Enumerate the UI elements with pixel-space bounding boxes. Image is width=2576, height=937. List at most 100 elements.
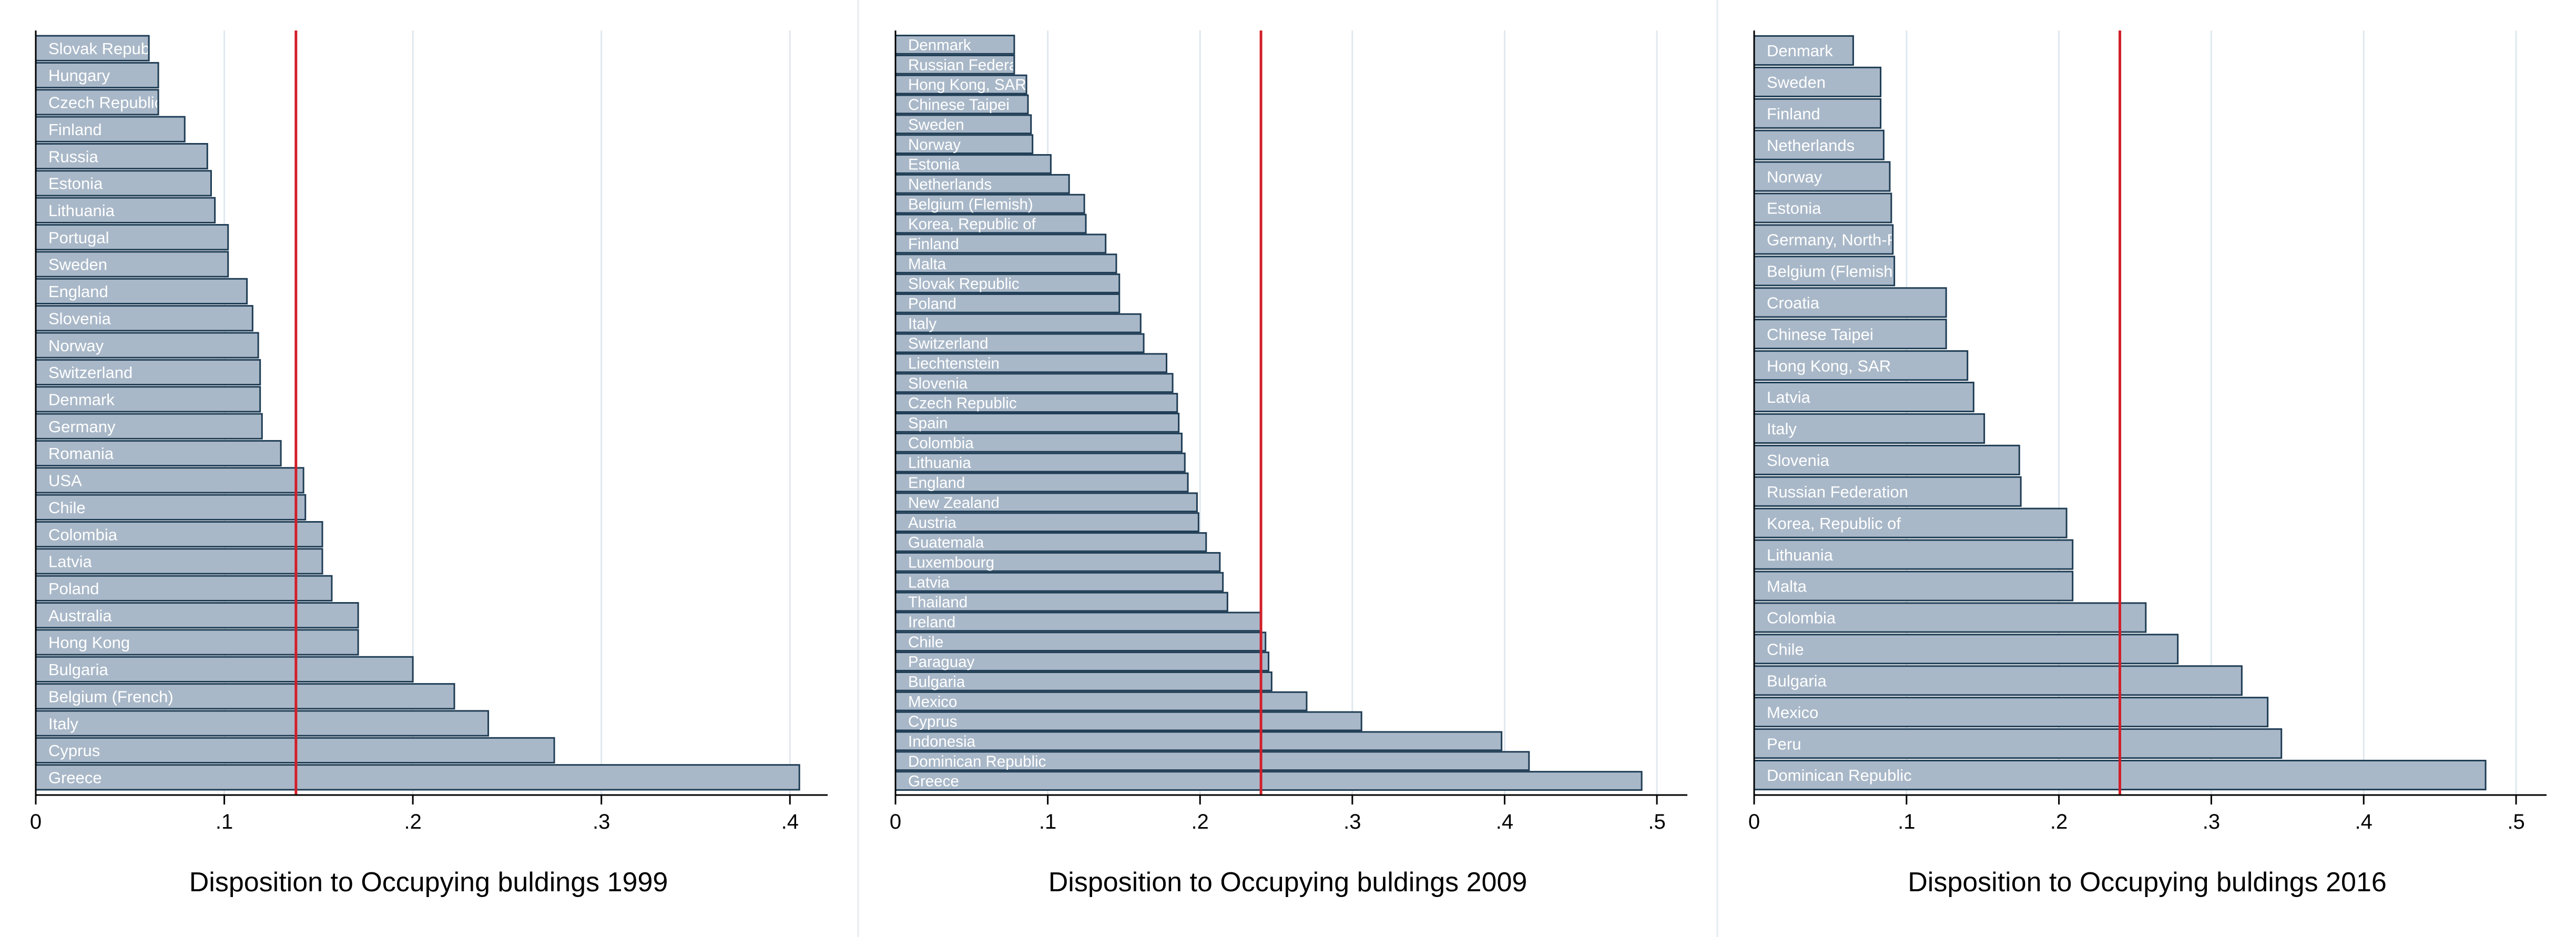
bar-label-italy: Italy <box>1767 420 1797 438</box>
bar-label-hungary: Hungary <box>48 66 110 85</box>
bar-label-czech-republic: Czech Republic <box>908 395 1017 412</box>
bar-label-dominican-republic: Dominican Republic <box>1767 766 1912 785</box>
bar-portugal <box>35 224 229 251</box>
bar-label-mexico: Mexico <box>908 693 957 710</box>
bar-label-ireland: Ireland <box>908 614 955 631</box>
x-tick-label: .4 <box>781 810 799 833</box>
x-tick-label: .4 <box>2355 810 2373 833</box>
bar-label-hong-kong: Hong Kong <box>48 634 130 652</box>
bar-lithuania <box>1753 539 2074 570</box>
bar-label-guatemala: Guatemala <box>908 534 984 552</box>
bar-bulgaria <box>1753 665 2243 696</box>
bar-label-norway: Norway <box>48 337 104 355</box>
bar-label-slovenia: Slovenia <box>48 309 111 328</box>
x-tick-label: .2 <box>1192 810 1209 833</box>
x-tick-label: .2 <box>404 810 421 833</box>
bar-label-indonesia: Indonesia <box>908 733 976 750</box>
bar-label-norway: Norway <box>1767 168 1822 186</box>
bar-label-usa: USA <box>48 472 82 490</box>
bar-czech-republic <box>894 393 1178 413</box>
bar-label-sweden: Sweden <box>1767 73 1826 91</box>
bar-austria <box>894 512 1199 533</box>
bar-england <box>894 472 1189 493</box>
bar-bulgaria <box>35 656 414 683</box>
bar-label-cyprus: Cyprus <box>908 713 957 730</box>
bar-label-chinese-taipei: Chinese Taipei <box>1767 325 1874 343</box>
bar-latvia <box>1753 381 1974 413</box>
bar-luxembourg <box>894 552 1221 572</box>
bar-label-colombia: Colombia <box>48 525 118 544</box>
bar-label-switzerland: Switzerland <box>908 335 988 352</box>
bar-bulgaria <box>894 671 1272 691</box>
bar-label-chinese-taipei: Chinese Taipei <box>908 96 1010 114</box>
bar-label-liechtenstein: Liechtenstein <box>908 355 1000 372</box>
bar-thailand <box>894 592 1228 612</box>
bar-greece <box>894 771 1643 791</box>
bar-germany <box>35 413 263 440</box>
bar-label-finland: Finland <box>48 120 102 139</box>
bar-paraguay <box>894 651 1270 671</box>
bar-malta <box>1753 571 2074 602</box>
bar-label-estonia: Estonia <box>48 175 103 193</box>
bar-label-paraguay: Paraguay <box>908 654 975 671</box>
x-tick-label: .5 <box>1648 810 1665 833</box>
bar-label-russian-federation: Russian Federation <box>908 56 1043 74</box>
bar-label-lithuania: Lithuania <box>908 454 971 472</box>
bar-russian-federation <box>1753 476 2022 507</box>
bar-label-poland: Poland <box>908 295 956 312</box>
bar-hong-kong-sar <box>894 74 1027 95</box>
bar-label-england: England <box>908 474 965 492</box>
bar-netherlands <box>894 174 1070 194</box>
bar-label-latvia: Latvia <box>908 574 950 591</box>
bar-label-thailand: Thailand <box>908 594 968 611</box>
bar-label-estonia: Estonia <box>1767 199 1821 218</box>
x-tick-label: 0 <box>890 810 901 833</box>
x-tick-label: .1 <box>1039 810 1056 833</box>
bar-chile <box>35 494 307 521</box>
bar-label-chile: Chile <box>48 498 86 517</box>
bar-label-latvia: Latvia <box>48 553 92 571</box>
bar-label-bulgaria: Bulgaria <box>1767 671 1827 690</box>
bar-peru <box>1753 728 2283 759</box>
bar-chile <box>1753 634 2179 665</box>
bar-poland <box>894 293 1121 313</box>
bar-chinese-taipei <box>894 94 1029 115</box>
bar-label-slovenia: Slovenia <box>908 375 968 392</box>
bar-label-greece: Greece <box>908 773 959 790</box>
bar-denmark <box>35 386 261 413</box>
bar-label-belgium-french: Belgium (French) <box>48 687 174 706</box>
bar-finland <box>1753 98 1882 129</box>
bar-switzerland <box>35 359 261 386</box>
bar-belgium-flemish <box>894 193 1085 214</box>
bar-label-russian-federation: Russian Federation <box>1767 483 1908 501</box>
bar-romania <box>35 440 282 467</box>
bar-label-korea-republic-of: Korea, Republic of <box>908 216 1036 233</box>
bar-latvia <box>894 572 1224 592</box>
bar-sweden <box>35 251 229 278</box>
bar-label-new-zealand: New Zealand <box>908 494 1000 512</box>
bar-label-finland: Finland <box>1767 105 1820 123</box>
bar-croatia <box>1753 287 1947 318</box>
bar-label-chile: Chile <box>1767 640 1804 659</box>
bar-label-belgium-flemish: Belgium (Flemish) <box>1767 262 1898 281</box>
bar-korea-republic-of <box>1753 507 2068 538</box>
x-tick-label: .3 <box>1343 810 1361 833</box>
bar-label-spain: Spain <box>908 415 948 432</box>
bar-label-germany-north-rhine-westphalia: Germany, North-Rhine-Westphalia <box>1767 231 2015 249</box>
bar-label-lithuania: Lithuania <box>1767 546 1834 564</box>
bar-label-england: England <box>48 282 108 301</box>
bar-label-cyprus: Cyprus <box>48 741 100 760</box>
x-tick-label: .2 <box>2050 810 2068 833</box>
bar-label-latvia: Latvia <box>1767 388 1810 406</box>
bar-norway <box>894 134 1034 155</box>
bar-estonia <box>1753 192 1892 223</box>
bar-mexico <box>894 691 1308 711</box>
bar-hong-kong-sar <box>1753 350 1969 381</box>
bar-label-finland: Finland <box>908 236 959 253</box>
bar-label-netherlands: Netherlands <box>908 176 992 193</box>
bar-label-malta: Malta <box>1767 577 1807 596</box>
bar-label-luxembourg: Luxembourg <box>908 554 994 571</box>
bar-chile <box>894 632 1267 652</box>
bar-label-malta: Malta <box>908 256 946 273</box>
x-axis-title: Disposition to Occupying buldings 1999 <box>189 867 668 898</box>
